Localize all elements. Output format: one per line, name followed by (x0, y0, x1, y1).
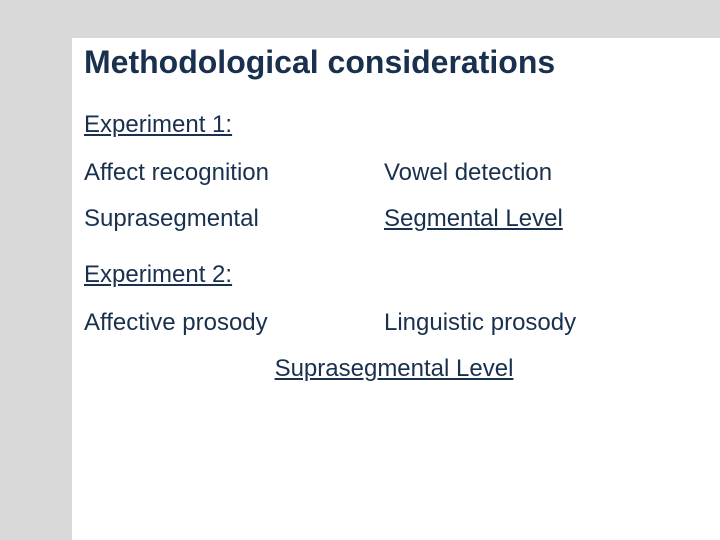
exp1-row2-right: Segmental Level (384, 205, 704, 233)
exp2-row1-right: Linguistic prosody (384, 309, 704, 337)
experiment-1-heading: Experiment 1: (84, 111, 704, 139)
exp2-center-line: Suprasegmental Level (84, 355, 704, 383)
left-sidebar-panel (0, 0, 72, 540)
top-bar-panel (0, 0, 720, 38)
exp1-row2-left: Suprasegmental (84, 205, 384, 233)
exp1-row1-left: Affect recognition (84, 159, 384, 187)
exp2-row1-left: Affective prosody (84, 309, 384, 337)
slide-content: Methodological considerations Experiment… (72, 38, 720, 540)
slide: Methodological considerations Experiment… (0, 0, 720, 540)
exp1-row-2: Suprasegmental Segmental Level (84, 205, 704, 233)
exp1-row-1: Affect recognition Vowel detection (84, 159, 704, 187)
experiment-2-heading: Experiment 2: (84, 261, 704, 289)
slide-title: Methodological considerations (84, 44, 704, 81)
exp1-row1-right: Vowel detection (384, 159, 704, 187)
exp2-row-1: Affective prosody Linguistic prosody (84, 309, 704, 337)
